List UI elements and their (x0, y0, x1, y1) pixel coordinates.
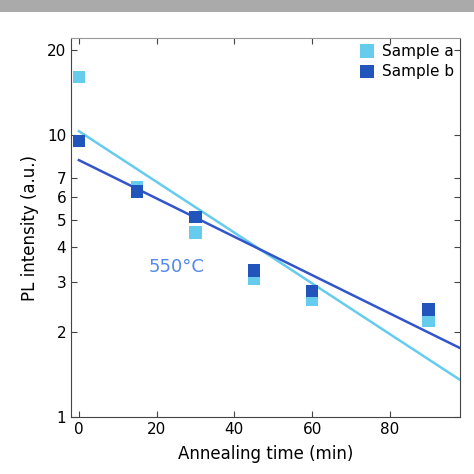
Sample b (191, 213, 199, 221)
Sample b (133, 188, 141, 195)
Sample b (425, 306, 432, 313)
Y-axis label: PL intensity (a.u.): PL intensity (a.u.) (21, 155, 39, 301)
Sample b (250, 267, 257, 274)
Sample a (308, 296, 316, 304)
Sample a (133, 184, 141, 191)
Legend: Sample a, Sample b: Sample a, Sample b (357, 41, 457, 82)
X-axis label: Annealing time (min): Annealing time (min) (178, 445, 353, 463)
Sample a (75, 73, 82, 81)
Sample b (75, 137, 82, 145)
Sample a (425, 317, 432, 324)
Sample a (250, 274, 257, 282)
Sample b (308, 287, 316, 295)
Text: 550°C: 550°C (149, 258, 205, 276)
Sample a (191, 229, 199, 237)
